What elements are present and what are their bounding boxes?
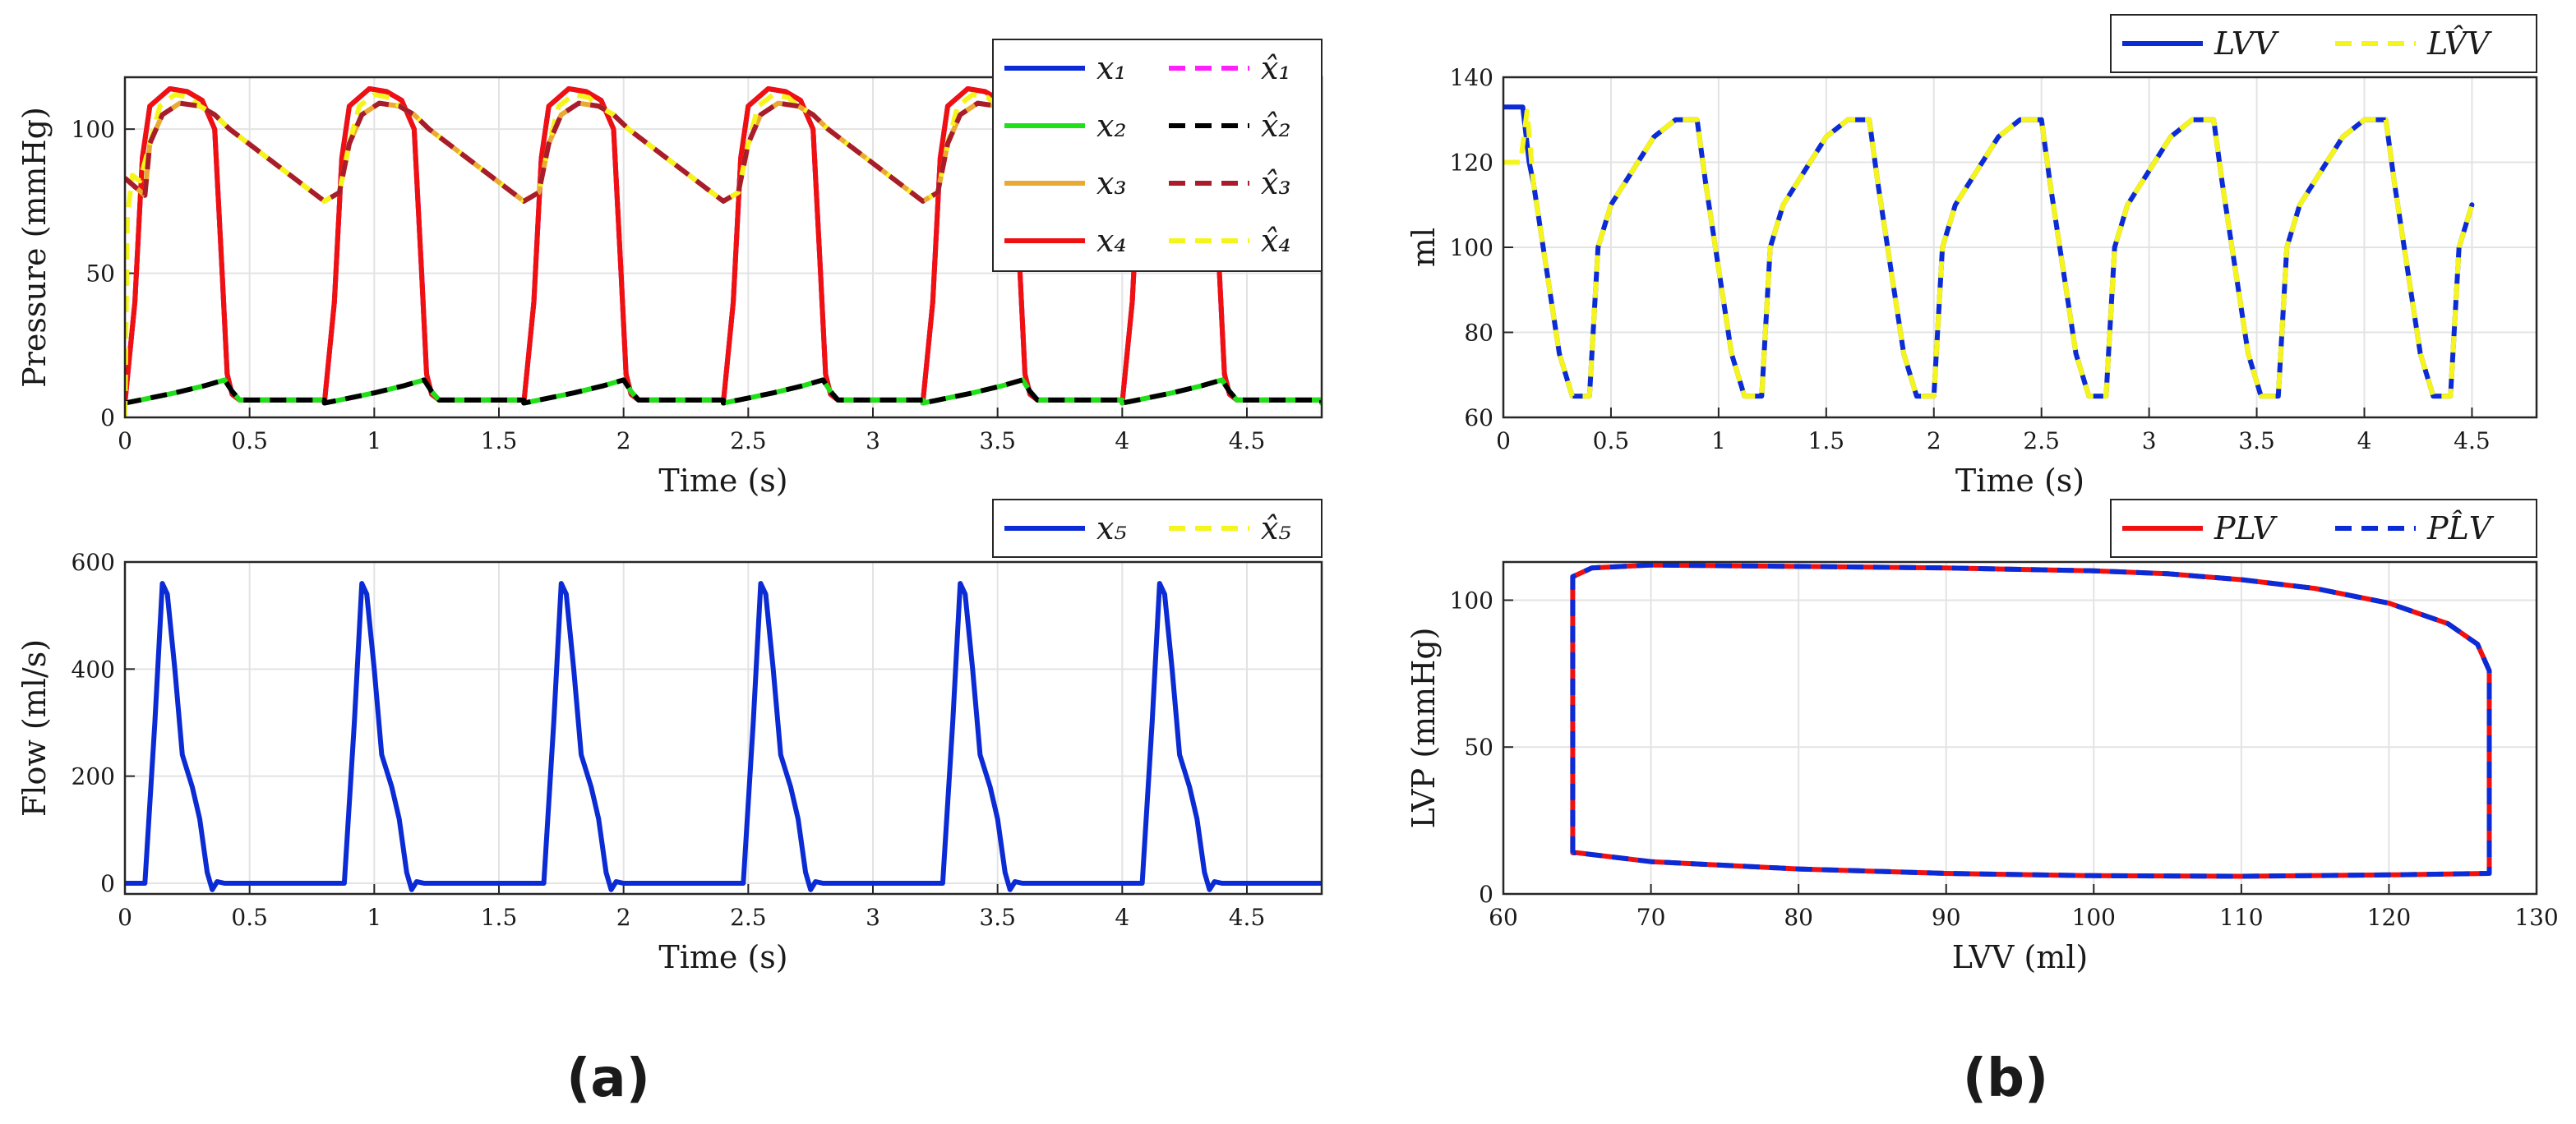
y-tick-label: 0 [100, 404, 115, 431]
x-tick-label: 3 [2142, 427, 2157, 454]
x-tick-label: 3.5 [2238, 427, 2275, 454]
legend-label-x5: x₅ [1096, 510, 1127, 546]
x-tick-label: 4 [1115, 427, 1129, 454]
series-line-x2_hat [125, 377, 1322, 406]
x-axis-label: Time (s) [658, 463, 787, 499]
y-tick-label: 200 [72, 763, 115, 790]
x-tick-label: 0 [1496, 427, 1511, 454]
x-tick-label: 90 [1932, 904, 1961, 931]
x-tick-label: 2.5 [730, 904, 767, 931]
x-tick-label: 3 [866, 427, 880, 454]
legend-label-x4_hat: x̂₄ [1261, 223, 1291, 259]
x-tick-label: 3 [866, 904, 880, 931]
legend: x₁ x̂₁ x₂ x̂₂ x₃ x̂₃ x₄ x̂₄ [992, 39, 1323, 272]
x-tick-label: 110 [2219, 904, 2263, 931]
legend-label-PLV_hat: PL̂V [2426, 510, 2495, 546]
x-tick-label: 0 [118, 904, 132, 931]
x-tick-label: 1.5 [481, 427, 518, 454]
x-tick-label: 2 [1927, 427, 1941, 454]
y-tick-label: 80 [1464, 320, 1493, 347]
legend-label-x1: x₁ [1096, 50, 1127, 86]
y-tick-label: 60 [1464, 404, 1493, 431]
chart-pv-loop: 60 70 80 90 100 110 120 130 0 50 100 LVV (ml) LVP (m… [1406, 499, 2559, 975]
y-tick-label: 0 [100, 870, 115, 897]
x-tick-label: 2 [616, 904, 631, 931]
x-tick-label: 1 [1711, 427, 1726, 454]
chart-volume: 0 0.5 1 1.5 2 2.5 3 3.5 4 4.5 60 80 100 120 140 Time (s… [1406, 14, 2538, 499]
legend-label-LVV: LVV [2214, 25, 2279, 62]
x-tick-label: 60 [1489, 904, 1518, 931]
x-axis-label: Time (s) [658, 939, 787, 975]
x-tick-label: 130 [2514, 904, 2558, 931]
legend-label-x1_hat: x̂₁ [1261, 50, 1291, 86]
x-tick-label: 4.5 [1229, 427, 1266, 454]
series-line-LVV_hat [1503, 108, 2475, 399]
panel-label-a: (a) [566, 1048, 650, 1109]
x-tick-label: 120 [2367, 904, 2411, 931]
y-tick-label: 0 [1479, 881, 1493, 908]
y-tick-label: 600 [72, 549, 115, 576]
x-tick-label: 1.5 [481, 904, 518, 931]
legend-label-x2: x₂ [1096, 108, 1127, 144]
legend-label-x5_hat: x̂₅ [1261, 510, 1291, 546]
plot-area [1503, 562, 2537, 894]
chart-flow: 0 0.5 1 1.5 2 2.5 3 3.5 4 4.5 0 200 400 600 Time (s) Fl… [16, 499, 1323, 975]
y-axis-label: Pressure (mmHg) [16, 107, 53, 388]
legend-label-PLV: PLV [2214, 510, 2278, 546]
x-axis-label: Time (s) [1955, 463, 2084, 499]
x-tick-label: 70 [1637, 904, 1666, 931]
x-tick-label: 1.5 [1808, 427, 1845, 454]
y-tick-label: 100 [1450, 587, 1493, 614]
y-axis-label: LVP (mmHg) [1406, 628, 1442, 829]
y-tick-label: 50 [1464, 734, 1493, 761]
chart-pressure: 0 0.5 1 1.5 2 2.5 3 3.5 4 4.5 0 50 100 Time (s) Pressu… [16, 39, 1323, 499]
x-tick-label: 0.5 [231, 427, 268, 454]
x-tick-label: 2.5 [2023, 427, 2060, 454]
series-line-PLV_hat [1570, 562, 2492, 879]
y-tick-label: 100 [72, 116, 115, 143]
x-tick-label: 4 [2357, 427, 2372, 454]
legend-label-x2_hat: x̂₂ [1261, 108, 1291, 144]
y-tick-label: 50 [85, 260, 115, 288]
x-tick-label: 2 [616, 427, 631, 454]
y-axis-label: ml [1406, 228, 1442, 267]
x-tick-label: 4.5 [2454, 427, 2491, 454]
x-tick-label: 3.5 [979, 427, 1016, 454]
x-tick-label: 80 [1784, 904, 1813, 931]
x-tick-label: 3.5 [979, 904, 1016, 931]
x-axis-label: LVV (ml) [1952, 939, 2089, 975]
x-tick-label: 0.5 [231, 904, 268, 931]
x-tick-label: 2.5 [730, 427, 767, 454]
series-line-x5 [125, 581, 1322, 892]
y-tick-label: 140 [1450, 64, 1493, 91]
x-tick-label: 0 [118, 427, 132, 454]
x-tick-label: 0.5 [1593, 427, 1630, 454]
legend: LVV LV̂V [2110, 14, 2537, 73]
y-tick-label: 100 [1450, 234, 1493, 261]
y-axis-label: Flow (ml/s) [16, 639, 53, 817]
legend: PLV PL̂V [2110, 499, 2537, 558]
x-tick-label: 1 [367, 427, 381, 454]
panel-label-b: (b) [1963, 1048, 2048, 1109]
axes-frame [123, 560, 1323, 896]
legend-label-LVV_hat: LV̂V [2426, 25, 2492, 62]
x-tick-label: 1 [367, 904, 381, 931]
x-tick-label: 100 [2072, 904, 2116, 931]
legend-label-x4: x₄ [1096, 223, 1127, 259]
axes-frame [1502, 560, 2538, 896]
x-tick-label: 4 [1115, 904, 1129, 931]
legend-label-x3: x₃ [1096, 165, 1127, 201]
axes-frame [1502, 76, 2538, 419]
legend-label-x3_hat: x̂₃ [1261, 165, 1291, 201]
y-tick-label: 400 [72, 656, 115, 683]
x-tick-label: 4.5 [1229, 904, 1266, 931]
y-tick-label: 120 [1450, 150, 1493, 177]
legend: x₅ x̂₅ [992, 499, 1323, 558]
legend-box [992, 39, 1323, 272]
